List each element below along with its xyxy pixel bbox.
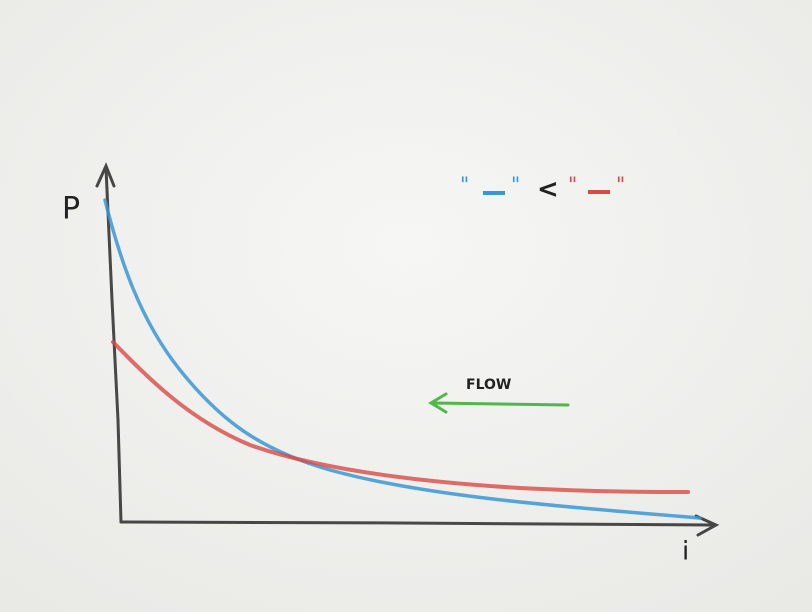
y-axis-label: P [62, 192, 80, 227]
quote: " [616, 173, 625, 197]
quote: " [460, 173, 469, 197]
page: P i FLOW " " < " " (() => { const data =… [0, 0, 812, 612]
x-axis-label: i [682, 537, 689, 567]
sketch: P i FLOW " " < " " [0, 0, 812, 612]
relation: < [537, 175, 559, 205]
quote: " [511, 173, 520, 197]
flow-label: FLOW [466, 377, 511, 393]
quote: " [568, 173, 577, 197]
